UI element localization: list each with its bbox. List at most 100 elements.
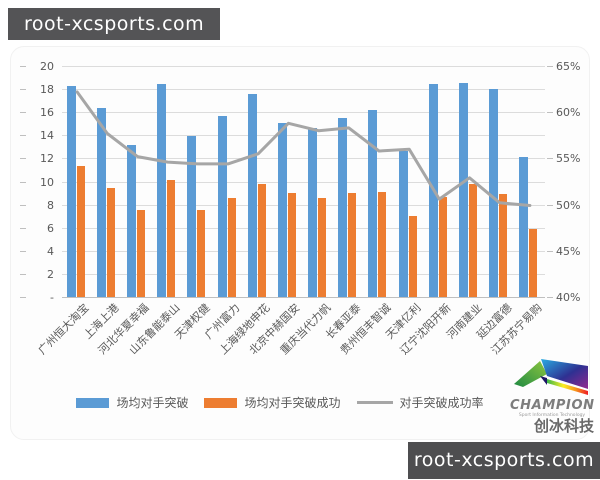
legend-label: 对手突破成功率 [399, 396, 484, 410]
y-axis-label-left: 4 [47, 244, 54, 258]
legend-swatch-bar [204, 397, 238, 408]
y-axis-tick-right [547, 250, 553, 252]
legend-swatch-bar [76, 397, 110, 408]
bar-successes [378, 191, 387, 297]
bar-attempts [96, 107, 106, 297]
bar-attempts [338, 117, 348, 297]
logo-tagline-text: Sport Information Technology [519, 412, 586, 418]
legend-item-1: 场均对手突破成功 [204, 394, 341, 411]
y-axis-label-left: 6 [47, 221, 54, 235]
line-series-success-rate [75, 90, 532, 207]
y-axis-tick-left [20, 297, 26, 298]
bar-attempts [368, 109, 378, 297]
y-axis-tick-right [547, 297, 553, 298]
legend-item-2: 对手突破成功率 [356, 394, 484, 411]
y-axis-tick-left [20, 135, 26, 137]
y-axis-label-right: 45% [556, 244, 581, 258]
bar-attempts [308, 128, 318, 297]
chart-legend: 场均对手突破 场均对手突破成功 对手突破成功率 [0, 394, 560, 411]
y-axis-tick-left [20, 227, 26, 229]
y-axis-tick-right [547, 204, 553, 206]
bar-successes [499, 194, 508, 297]
bar-attempts [459, 83, 469, 297]
bar-attempts [519, 157, 529, 297]
watermark-top-left: root-xcsports.com [8, 8, 221, 40]
y-axis-label-right: 50% [556, 198, 581, 212]
bar-successes [318, 197, 327, 297]
y-axis-label-right: 55% [556, 152, 581, 166]
y-axis-label-left: 8 [47, 198, 54, 212]
bar-attempts [126, 144, 136, 297]
bar-successes [469, 183, 478, 297]
bar-successes [76, 166, 85, 297]
logo-green-shape [514, 361, 547, 387]
bar-successes [197, 210, 206, 297]
bar-successes [227, 197, 236, 297]
y-axis-label-left: - [50, 291, 54, 304]
gridline [62, 250, 545, 252]
gridline [62, 273, 545, 275]
y-axis-tick-right [547, 112, 553, 114]
y-axis-tick-left [20, 158, 26, 160]
logo-rainbow-strip [547, 379, 588, 395]
gridline [62, 66, 545, 67]
bar-attempts [157, 84, 167, 297]
y-axis-tick-left [20, 204, 26, 206]
champion-logo: CHAMPION Sport Information Technology 创冰… [506, 352, 598, 435]
y-axis-label-left: 2 [47, 267, 54, 281]
gridline [62, 135, 545, 137]
y-axis-tick-right [547, 66, 553, 67]
gridline [62, 112, 545, 114]
gridline [62, 297, 545, 298]
legend-label: 场均对手突破 [116, 396, 189, 410]
y-axis-label-left: 18 [40, 83, 54, 97]
y-axis-tick-left [20, 250, 26, 252]
bar-successes [167, 180, 176, 297]
y-axis-label-left: 12 [40, 152, 54, 166]
bar-successes [136, 210, 145, 297]
bar-successes [438, 196, 447, 297]
y-axis-tick-left [20, 66, 26, 67]
gridline [62, 158, 545, 160]
y-axis-label-right: 60% [556, 106, 581, 120]
watermark-bottom-right: root-xcsports.com [408, 442, 600, 479]
legend-swatch-line [356, 401, 393, 404]
y-axis-tick-left [20, 112, 26, 114]
bar-successes [348, 193, 357, 297]
bar-successes [106, 188, 115, 297]
logo-company-text: 创冰科技 [533, 417, 595, 434]
gridline [62, 89, 545, 91]
logo-brand-text: CHAMPION [510, 398, 594, 413]
y-axis-label-right: 65% [556, 60, 581, 73]
logo-blue-shape [541, 359, 588, 389]
bar-attempts [187, 136, 197, 297]
bar-attempts [489, 89, 499, 297]
gridline [62, 181, 545, 183]
y-axis-label-left: 16 [40, 106, 54, 120]
bar-successes [257, 183, 266, 297]
y-axis-label-left: 20 [40, 60, 54, 73]
bar-attempts [277, 122, 287, 297]
logo-dark-shape [540, 376, 547, 385]
legend-item-0: 场均对手突破 [76, 394, 188, 411]
y-axis-tick-right [547, 158, 553, 160]
gridline [62, 227, 545, 229]
bar-attempts [217, 115, 227, 297]
bar-attempts [247, 93, 257, 297]
y-axis-label-left: 10 [40, 175, 54, 189]
champion-logo-graphic: CHAMPION Sport Information Technology 创冰… [510, 359, 595, 435]
y-axis-tick-left [20, 273, 26, 275]
success-rate-line [75, 90, 532, 207]
y-axis-label-left: 14 [40, 129, 54, 143]
bar-successes [408, 216, 417, 297]
bar-attempts [398, 151, 408, 297]
gridline [62, 204, 545, 206]
y-axis-tick-left [20, 181, 26, 183]
y-axis-tick-left [20, 89, 26, 91]
bar-successes [529, 228, 538, 297]
y-axis-label-right: 40% [556, 291, 581, 304]
bar-successes [287, 193, 296, 297]
legend-label: 场均对手突破成功 [244, 396, 341, 410]
bar-attempts [66, 85, 76, 297]
